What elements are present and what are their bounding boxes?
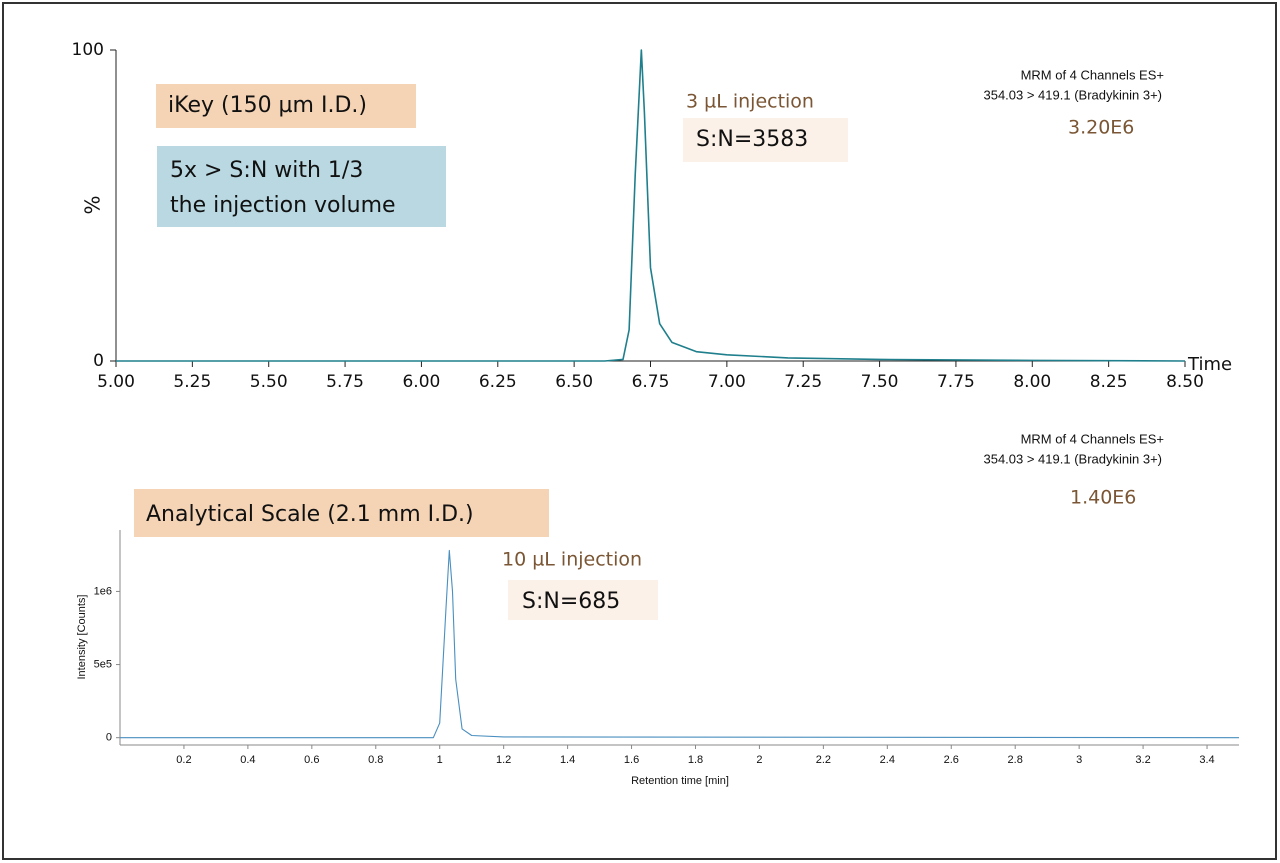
x-tick-label: 1.6 <box>624 754 639 766</box>
x-axis-label: Retention time [min] <box>631 775 729 787</box>
y-tick-label: 1e6 <box>94 585 112 597</box>
annotation: 354.03 > 419.1 (Bradykinin 3+) <box>983 87 1162 102</box>
y-tick-label: 5e5 <box>94 658 112 670</box>
x-tick-label: 7.25 <box>784 372 822 392</box>
chromatogram-line <box>120 549 1240 739</box>
label-box <box>157 146 446 227</box>
label-box <box>683 118 848 162</box>
x-tick-label: 5.50 <box>250 372 288 392</box>
x-tick-label: 5.00 <box>97 372 135 392</box>
x-tick-label: 3.4 <box>1199 754 1214 766</box>
x-tick-label: 8.00 <box>1013 372 1051 392</box>
x-tick-label: 1 <box>437 754 443 766</box>
y-tick-label: 0 <box>106 732 112 744</box>
label-box <box>156 84 416 128</box>
y-axis-label: Intensity [Counts] <box>76 595 88 680</box>
chromatogram-line <box>116 49 1186 362</box>
y-axis-label: % <box>81 195 105 214</box>
x-tick-label: 2.2 <box>816 754 831 766</box>
x-tick-label: 3.2 <box>1135 754 1150 766</box>
x-tick-label: 0.6 <box>304 754 319 766</box>
annotation: iKey (150 µm I.D.) <box>168 93 367 118</box>
x-tick-label: 5.75 <box>326 372 364 392</box>
annotation: 1.40E6 <box>1070 487 1136 509</box>
annotation: 5x > S:N with 1/3 <box>170 158 363 183</box>
x-tick-label: 2.4 <box>880 754 895 766</box>
x-tick-label: 8.25 <box>1090 372 1128 392</box>
x-axis-label: Time <box>1187 354 1232 375</box>
y-tick-label: 0 <box>93 351 104 371</box>
x-tick-label: 1.4 <box>560 754 575 766</box>
x-tick-label: 0.2 <box>176 754 191 766</box>
x-tick-label: 0.8 <box>368 754 383 766</box>
x-tick-label: 6.50 <box>555 372 593 392</box>
x-tick-label: 3 <box>1076 754 1082 766</box>
annotation: MRM of 4 Channels ES+ <box>1021 431 1164 446</box>
annotation: 10 µL injection <box>502 549 642 571</box>
annotation: Analytical Scale (2.1 mm I.D.) <box>146 502 474 527</box>
x-tick-label: 6.25 <box>479 372 517 392</box>
x-tick-label: 6.75 <box>632 372 670 392</box>
x-tick-label: 2.8 <box>1008 754 1023 766</box>
x-tick-label: 6.00 <box>402 372 440 392</box>
annotation: 3 µL injection <box>686 91 814 113</box>
annotation: S:N=3583 <box>696 127 808 152</box>
annotation: MRM of 4 Channels ES+ <box>1021 67 1164 82</box>
annotation: 354.03 > 419.1 (Bradykinin 3+) <box>983 451 1162 466</box>
label-box <box>508 580 658 620</box>
annotation: 3.20E6 <box>1068 117 1134 139</box>
annotation: S:N=685 <box>522 589 620 614</box>
y-tick-label: 100 <box>72 40 104 60</box>
x-tick-label: 2 <box>756 754 762 766</box>
annotation: the injection volume <box>170 193 396 218</box>
x-tick-label: 0.4 <box>240 754 255 766</box>
x-tick-label: 5.25 <box>173 372 211 392</box>
x-tick-label: 7.00 <box>708 372 746 392</box>
x-tick-label: 2.6 <box>944 754 959 766</box>
label-box <box>134 489 549 537</box>
x-tick-label: 1.8 <box>688 754 703 766</box>
x-tick-label: 1.2 <box>496 754 511 766</box>
x-tick-label: 7.50 <box>861 372 899 392</box>
x-tick-label: 8.50 <box>1166 372 1204 392</box>
x-tick-label: 7.75 <box>937 372 975 392</box>
